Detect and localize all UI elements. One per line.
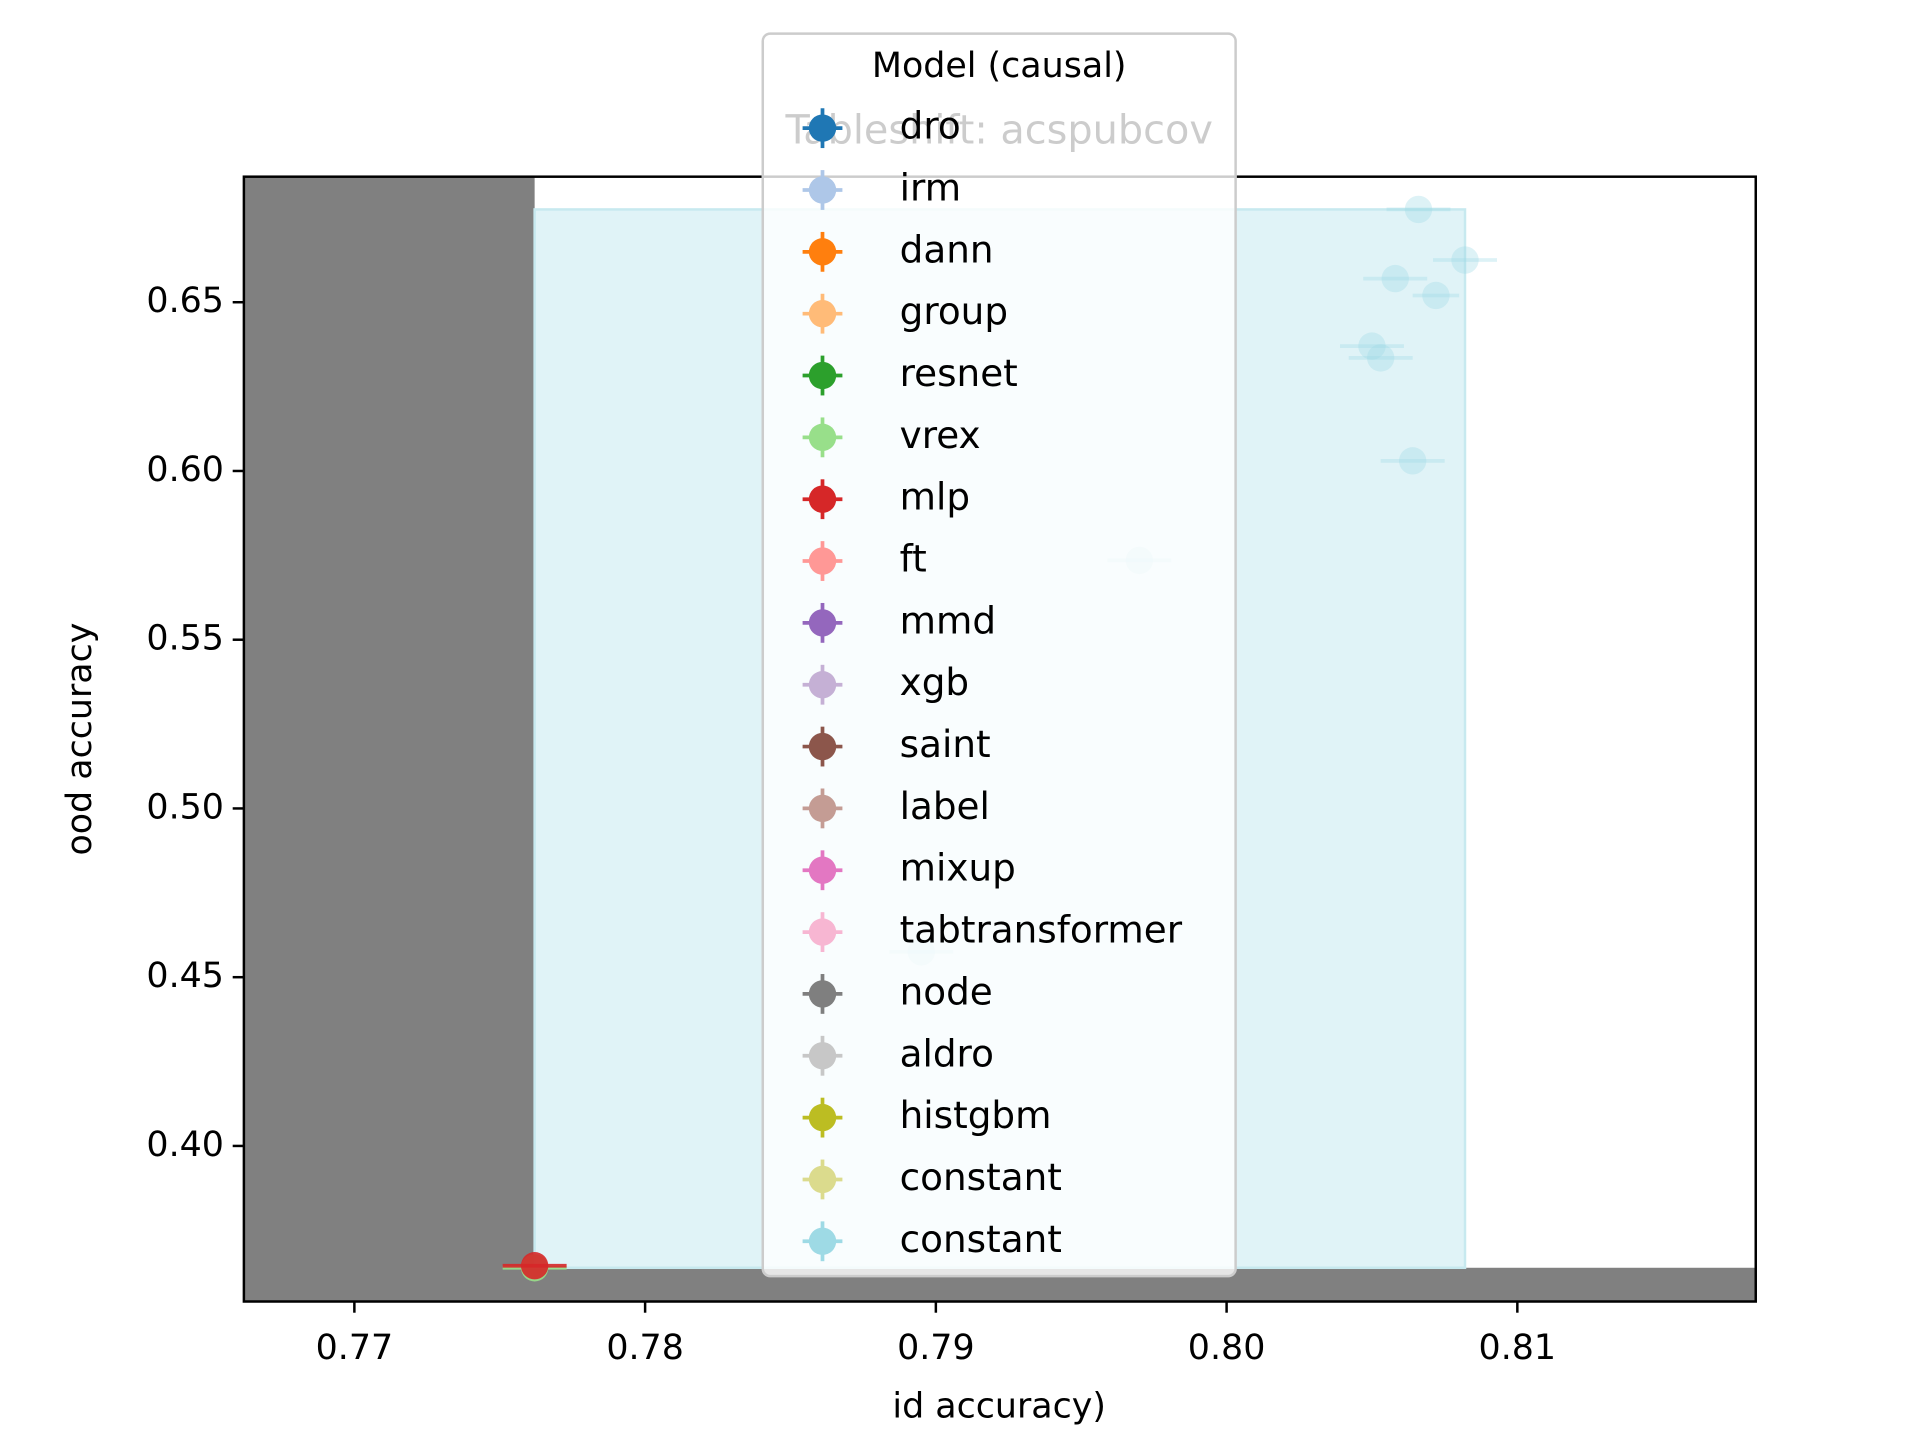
legend-box: [761, 32, 1237, 1278]
legend-marker: [808, 299, 837, 328]
y-axis-label: ood accuracy: [60, 623, 100, 856]
legend-label: mixup: [900, 846, 1016, 890]
legend-label: tabtransformer: [900, 908, 1183, 952]
y-tick-label: 0.55: [146, 619, 224, 659]
legend-marker: [808, 361, 837, 390]
point: [1381, 264, 1409, 293]
x-tick-label: 0.79: [897, 1328, 975, 1368]
x-tick-label: 0.78: [606, 1328, 684, 1368]
legend-label: dann: [900, 227, 994, 271]
legend-marker: [808, 1042, 837, 1070]
y-tick-label: 0.45: [146, 956, 224, 996]
x-axis-label: id accuracy): [892, 1386, 1106, 1426]
y-tick-label: 0.50: [146, 787, 224, 827]
y-tick-label: 0.60: [146, 450, 224, 490]
legend-label: irm: [900, 166, 961, 210]
legend: Model (causal) dro irm dann group resnet vrex m…: [761, 32, 1237, 1278]
point: [1451, 246, 1479, 274]
legend-marker: [808, 1103, 837, 1132]
point: [1422, 281, 1450, 310]
y-tick-label: 0.40: [146, 1125, 224, 1165]
point: [1398, 447, 1427, 475]
legend-marker: [808, 238, 837, 266]
legend-title: Model (causal): [872, 46, 1127, 86]
legend-marker: [808, 856, 837, 884]
legend-marker: [808, 114, 837, 142]
legend-label: ft: [900, 537, 927, 581]
x-tick-label: 0.81: [1479, 1328, 1557, 1368]
legend-label: vrex: [900, 413, 981, 457]
legend-marker: [808, 423, 837, 452]
legend-marker: [808, 609, 837, 637]
legend-marker: [808, 1165, 837, 1194]
x-tick-label: 0.77: [316, 1328, 394, 1368]
legend-marker: [808, 732, 837, 761]
legend-label: label: [900, 784, 990, 828]
legend-marker: [808, 1227, 837, 1255]
x-tick-label: 0.80: [1188, 1328, 1266, 1368]
legend-label: node: [900, 969, 993, 1013]
legend-label: constant: [900, 1217, 1062, 1261]
legend-label: group: [900, 289, 1008, 333]
legend-label: saint: [900, 722, 991, 766]
point: [1404, 195, 1433, 224]
legend-marker: [808, 794, 837, 823]
point: [520, 1252, 549, 1280]
legend-marker: [808, 671, 837, 699]
legend-marker: [808, 980, 837, 1008]
legend-label: dro: [900, 104, 961, 148]
legend-label: histgbm: [900, 1093, 1052, 1137]
legend-label: aldro: [900, 1031, 994, 1075]
legend-label: mmd: [900, 598, 996, 642]
point: [1367, 344, 1395, 372]
legend-marker: [808, 547, 837, 575]
legend-marker: [808, 918, 837, 946]
legend-label: mlp: [900, 475, 970, 519]
legend-label: constant: [900, 1155, 1062, 1199]
point: [1358, 332, 1386, 360]
legend-marker: [808, 485, 837, 513]
shaded-region: [243, 176, 535, 1302]
legend-label: xgb: [900, 660, 969, 704]
legend-label: resnet: [900, 351, 1018, 395]
legend-marker: [808, 176, 837, 204]
y-tick-label: 0.65: [146, 281, 224, 321]
